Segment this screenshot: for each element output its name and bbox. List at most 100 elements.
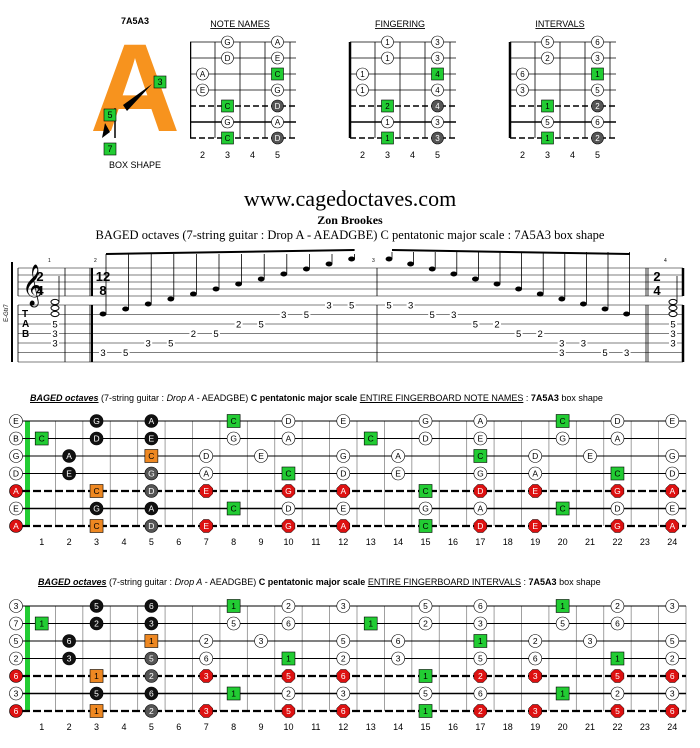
fret-number: 22 xyxy=(612,722,622,732)
scale-note-label: A xyxy=(66,451,72,461)
mini-note-label: 2 xyxy=(595,134,600,143)
scale-note-label: 2 xyxy=(478,671,483,681)
tab-number-bg xyxy=(212,329,220,338)
note-beam xyxy=(105,249,355,255)
scale-note-mark xyxy=(199,669,213,683)
scale-note-label: 6 xyxy=(286,619,291,629)
scale-note-label: G xyxy=(614,486,621,496)
scale-note-label: E xyxy=(66,469,72,479)
fret-number: 12 xyxy=(338,537,348,547)
scale-note-label: D xyxy=(203,451,209,461)
fret-number: 8 xyxy=(231,722,236,732)
scale-note-label: E xyxy=(340,504,346,514)
tab-number-bg xyxy=(601,348,609,357)
scale-note-label: D xyxy=(148,486,154,496)
board2-title-mid2: - AEADGBE) xyxy=(202,577,259,587)
mini-note-label: G xyxy=(224,118,230,127)
scale-note-label: C xyxy=(148,451,154,461)
scale-note-label: 1 xyxy=(231,689,236,699)
scale-note-label: D xyxy=(285,416,291,426)
measure-number: 1 xyxy=(48,258,51,264)
scale-note-mark xyxy=(336,466,351,481)
scale-note-label: 5 xyxy=(94,689,99,699)
scale-note-mark xyxy=(199,651,214,666)
scale-note-label: A xyxy=(478,416,484,426)
tab-number: 3 xyxy=(670,339,675,350)
fret-number: 9 xyxy=(259,537,264,547)
fret-number: 21 xyxy=(585,722,595,732)
board1-title-end: box shape xyxy=(558,393,603,403)
staff-note xyxy=(450,271,458,277)
tab-number-bg xyxy=(669,319,677,329)
scale-note-label: 3 xyxy=(259,636,264,646)
scale-note-mark xyxy=(226,431,241,446)
time-signature-2-top: 12 xyxy=(96,269,110,284)
scale-note-label: 2 xyxy=(615,601,620,611)
subtitle: BAGED octaves (7-string guitar : Drop A … xyxy=(95,228,605,242)
scale-note-label: A xyxy=(286,434,292,444)
scale-note-mark xyxy=(199,466,214,481)
open-string-marker xyxy=(9,634,23,648)
mini-note-mark xyxy=(591,83,604,97)
fret-number: 20 xyxy=(558,537,568,547)
scale-note-mark xyxy=(418,599,433,613)
fret-number: 4 xyxy=(121,722,126,732)
mini-note-label: D xyxy=(275,102,281,111)
scale-note-label: G xyxy=(559,434,566,444)
scale-note-mark xyxy=(665,669,680,683)
measure-number: 3 xyxy=(372,258,375,264)
tab-number: 2 xyxy=(494,320,499,331)
scale-note-label: 1 xyxy=(560,689,565,699)
scale-note-label: 1 xyxy=(423,671,428,681)
mini-note-label: 2 xyxy=(385,102,390,111)
scale-note-mark xyxy=(144,634,159,648)
scale-note-mark xyxy=(226,501,241,516)
open-string-marker xyxy=(9,501,23,516)
tab-number: 3 xyxy=(581,339,586,350)
scale-note-mark xyxy=(528,651,543,666)
tab-number-bg xyxy=(557,348,566,357)
scale-note-label: G xyxy=(230,434,237,444)
scale-note-mark xyxy=(363,431,378,446)
scale-note-mark xyxy=(89,414,104,428)
open-string-label: B xyxy=(13,434,19,444)
staff-note xyxy=(601,306,609,312)
scale-note-mark xyxy=(89,484,104,498)
mini-note-label: 1 xyxy=(385,38,390,47)
fret-number: 24 xyxy=(667,537,677,547)
mini-note-label: C xyxy=(225,102,231,111)
fret-number: 16 xyxy=(448,537,458,547)
scale-note-label: 3 xyxy=(149,619,154,629)
tab-number-bg xyxy=(385,300,393,310)
author: Zon Brookes xyxy=(317,213,383,227)
scale-note-mark xyxy=(473,634,488,648)
scale-note-label: 5 xyxy=(560,619,565,629)
scale-note-mark xyxy=(473,484,488,498)
mini-note-label: 5 xyxy=(545,118,550,127)
scale-note-mark xyxy=(89,669,104,683)
mini-note-label: 1 xyxy=(385,118,390,127)
scale-note-label: G xyxy=(614,521,621,531)
scale-note-mark xyxy=(336,634,351,648)
scale-note-mark xyxy=(473,431,488,446)
fret-number: 23 xyxy=(640,537,650,547)
scale-note-mark xyxy=(418,669,433,683)
mini-note-label: 2 xyxy=(595,102,600,111)
scale-note-mark xyxy=(62,466,76,481)
mini-note-mark xyxy=(431,99,444,113)
scale-note-mark xyxy=(281,616,296,631)
scale-note-mark xyxy=(281,519,296,533)
scale-note-mark xyxy=(336,651,351,666)
mini-note-mark xyxy=(196,67,209,81)
mini-note-mark xyxy=(591,115,604,129)
board1-title-drop: Drop A xyxy=(166,393,195,403)
mini-note-label: 5 xyxy=(595,86,600,95)
scale-note-mark xyxy=(199,704,213,718)
scale-note-mark xyxy=(144,501,159,516)
scale-note-mark xyxy=(391,449,405,463)
box-shape-name: 7A5A3 xyxy=(120,16,149,26)
scale-note-mark xyxy=(665,519,680,533)
scale-note-label: 1 xyxy=(286,654,291,664)
scale-note-mark xyxy=(418,484,433,498)
scale-note-mark xyxy=(555,686,570,701)
